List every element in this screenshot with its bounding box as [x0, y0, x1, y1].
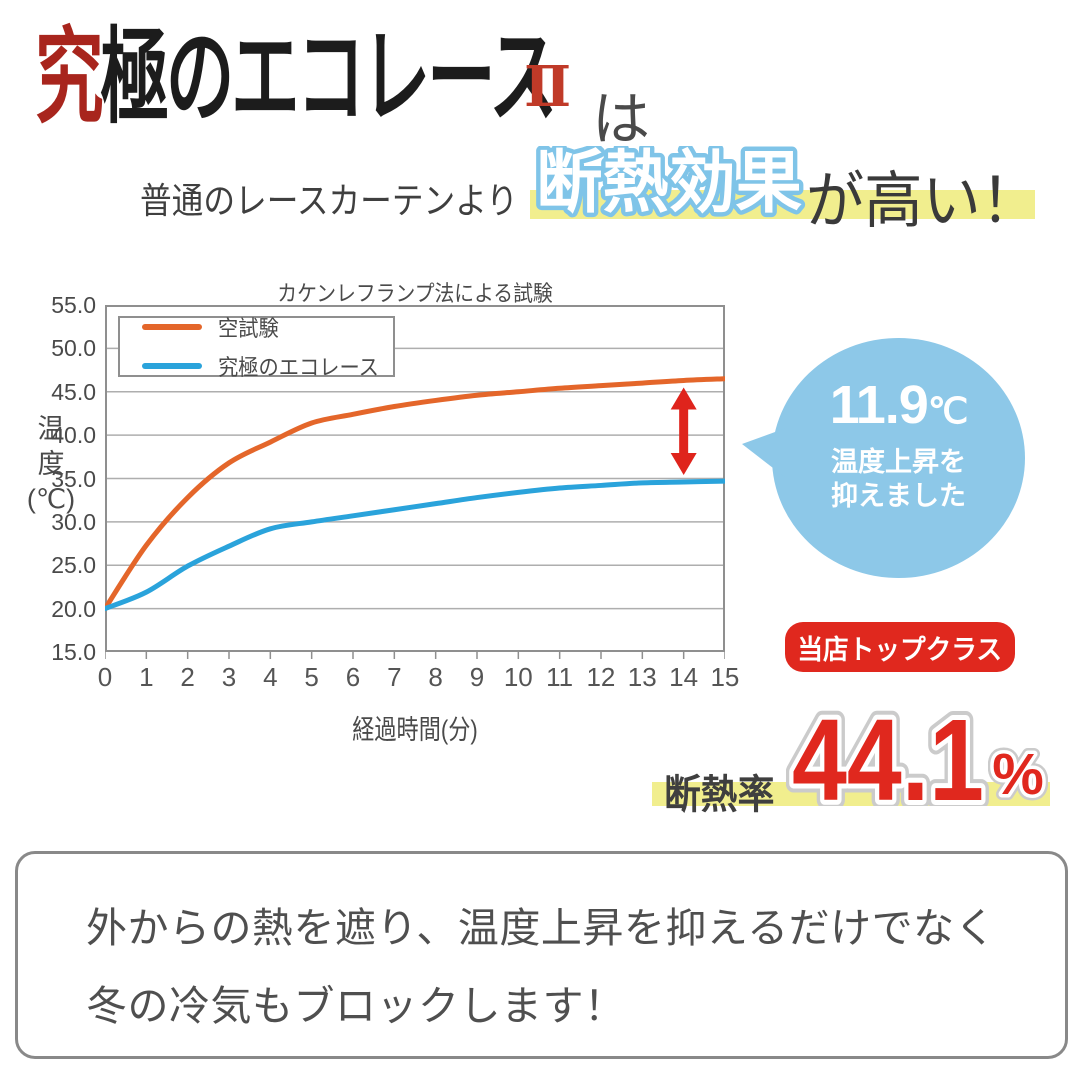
y-axis-label-line: (℃)	[26, 484, 76, 515]
y-axis-label: 温 度 (℃)	[16, 412, 86, 517]
top-class-badge-label: 当店トップクラス	[797, 634, 1003, 665]
x-tick-label: 14	[669, 662, 699, 692]
rate-unit-outline: %	[992, 744, 1044, 804]
yellow-marker-highlight	[652, 782, 1050, 806]
y-tick-label: 45.0	[51, 378, 96, 405]
legend-row: 空試験	[142, 311, 393, 343]
speech-bubble-tail	[742, 428, 786, 478]
x-tick-label: 13	[627, 662, 657, 692]
x-tick-label: 11	[546, 662, 574, 692]
x-tick-label: 1	[139, 662, 154, 692]
legend-swatch	[142, 324, 202, 330]
footer-note-line: 冬の冷気もブロックします！	[86, 983, 626, 1029]
x-tick-label: 0	[97, 662, 113, 692]
x-tick-label: 7	[387, 662, 402, 692]
footer-note-line: 外からの熱を遮り、温度上昇を抑えるだけでなく	[86, 905, 997, 951]
tagline-prefix: 普通のレースカーテンより	[140, 180, 518, 221]
temperature-delta-number: 11.9	[829, 375, 929, 435]
top-class-badge: 当店トップクラス	[785, 622, 1015, 672]
x-tick-label: 8	[428, 662, 443, 692]
x-tick-label: 3	[221, 662, 237, 692]
rate-value-outline: 44.1	[792, 702, 984, 806]
x-tick-label: 9	[469, 662, 485, 692]
chart-title: カケンレフランプ法による試験	[277, 281, 553, 306]
brand-particle: は	[592, 87, 651, 152]
legend-swatch	[142, 363, 202, 369]
y-tick-label: 30.0	[51, 508, 96, 535]
insulation-rate-label: 断熱率	[664, 773, 775, 817]
y-axis-label-line: 度	[37, 449, 65, 480]
rate-value-text: 44.1	[792, 702, 984, 806]
yellow-marker-highlight	[530, 190, 1035, 219]
temperature-delta-value: 11.9℃	[772, 378, 1025, 432]
tagline-suffix: が高い！	[806, 167, 1040, 236]
bubble-caption: 温度上昇を 抑えました	[772, 446, 1025, 514]
brand-numeral: Ⅱ	[524, 54, 572, 120]
y-tick-label: 20.0	[51, 595, 96, 622]
legend-row: 究極のエコレース	[142, 350, 393, 382]
rate-unit-text: %	[992, 744, 1044, 804]
insulation-rate-unit: % %	[988, 744, 1048, 804]
result-speech-bubble: 11.9℃ 温度上昇を 抑えました	[742, 338, 1025, 578]
y-tick-label: 55.0	[51, 292, 96, 318]
brand-title: 究極のエコレース	[35, 19, 558, 134]
x-tick-label: 12	[586, 662, 616, 692]
x-tick-labels: 0 1 2 3 4 5 6 7 8 9 10 11 12 13 14 15	[85, 662, 745, 693]
bubble-caption-line: 温度上昇を	[831, 447, 966, 477]
chart-legend: 空試験 究極のエコレース	[118, 316, 395, 380]
x-axis-title: 経過時間(分)	[352, 715, 478, 745]
tagline-highlight-text: 断熱効果	[536, 146, 802, 221]
legend-label: 空試験	[218, 316, 279, 341]
x-tick-label: 10	[503, 662, 533, 692]
temperature-delta-unit: ℃	[927, 390, 968, 431]
insulation-rate-value: 44.1 44.1	[786, 702, 990, 806]
y-tick-label: 40.0	[51, 422, 96, 449]
brand-title-first-char: 究	[35, 15, 104, 138]
y-tick-labels: 55.0 50.0 45.0 40.0 35.0 30.0 25.0 20.0 15.0	[28, 292, 96, 665]
bubble-caption-line: 抑えました	[831, 480, 966, 511]
x-tick-label: 2	[180, 662, 195, 692]
y-tick-label: 35.0	[51, 465, 96, 492]
legend-label: 究極のエコレース	[218, 355, 379, 380]
plot-area-svg	[105, 305, 725, 659]
x-tick-label: 6	[345, 662, 361, 692]
y-axis-label-line: 温	[37, 414, 65, 444]
x-tick-label: 4	[263, 662, 278, 692]
y-tick-label: 15.0	[51, 639, 96, 665]
tagline-highlight-word: 断熱効果	[532, 146, 807, 222]
x-tick-label: 15	[710, 662, 740, 692]
brand-title-rest: 極のエコレース	[100, 15, 557, 138]
y-tick-label: 50.0	[51, 335, 96, 362]
y-tick-label: 25.0	[51, 552, 96, 579]
footer-note-box: 外からの熱を遮り、温度上昇を抑えるだけでなく 冬の冷気もブロックします！	[15, 851, 1068, 1059]
x-tick-label: 5	[304, 662, 319, 692]
